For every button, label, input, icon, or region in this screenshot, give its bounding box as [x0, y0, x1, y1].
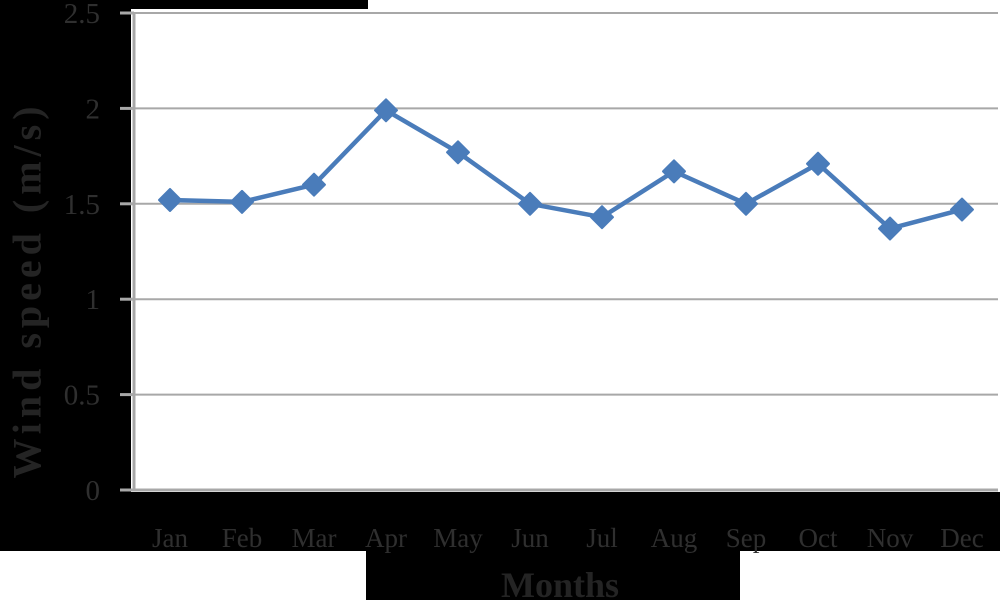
x-tick-label-dec: Dec	[940, 523, 983, 553]
data-point-marker-sep	[734, 191, 758, 216]
y-axis-title: Wind speed (m/s)	[4, 101, 50, 479]
data-point-marker-nov	[878, 216, 902, 241]
data-point-marker-oct	[806, 151, 830, 176]
x-tick-label-jan: Jan	[152, 523, 188, 553]
data-point-marker-dec	[950, 197, 974, 222]
y-tick-label: 0	[86, 475, 101, 507]
y-tick-label: 1.5	[64, 189, 100, 221]
data-point-marker-mar	[302, 172, 326, 197]
x-tick-label-apr: Apr	[365, 523, 407, 553]
data-point-marker-apr	[374, 98, 398, 123]
data-point-marker-may	[446, 140, 470, 165]
black-band-top	[0, 0, 368, 9]
data-point-marker-feb	[230, 189, 254, 214]
data-point-marker-jul	[590, 205, 614, 230]
x-tick-label-jun: Jun	[511, 523, 549, 553]
y-tick-label: 1	[86, 284, 101, 316]
x-tick-label-feb: Feb	[222, 523, 263, 553]
y-tick-label: 2	[86, 93, 101, 125]
x-tick-label-oct: Oct	[799, 523, 838, 553]
series-line-wind-speed	[169, 108, 963, 231]
x-tick-label-mar: Mar	[292, 523, 337, 553]
y-tick-label: 0.5	[64, 380, 100, 412]
x-tick-label-jul: Jul	[586, 523, 618, 553]
black-band-xaxis-title	[366, 492, 740, 600]
data-point-marker-aug	[662, 159, 686, 184]
data-point-marker-jan	[158, 187, 182, 212]
x-tick-label-may: May	[433, 523, 483, 553]
x-tick-label-nov: Nov	[867, 523, 914, 553]
x-axis-title: Months	[500, 565, 620, 602]
x-tick-label-sep: Sep	[726, 523, 767, 553]
black-band-left-axis	[0, 0, 131, 545]
y-tick-label: 2.5	[64, 0, 100, 30]
x-tick-label-aug: Aug	[651, 523, 698, 553]
data-point-marker-jun	[518, 191, 542, 216]
